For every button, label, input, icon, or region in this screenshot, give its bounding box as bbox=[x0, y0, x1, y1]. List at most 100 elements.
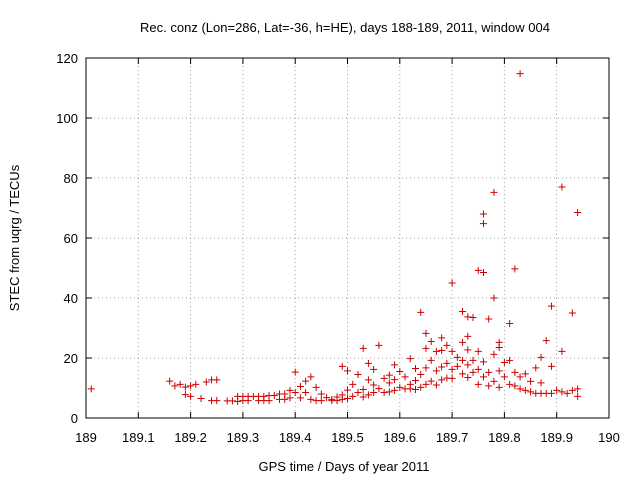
data-point bbox=[228, 397, 236, 405]
data-point bbox=[495, 383, 503, 391]
data-point bbox=[547, 362, 555, 370]
data-point bbox=[317, 390, 325, 398]
data-point bbox=[213, 376, 221, 384]
data-point bbox=[495, 344, 503, 351]
data-point bbox=[391, 386, 399, 394]
data-point bbox=[474, 365, 482, 373]
data-point bbox=[338, 395, 346, 403]
data-point bbox=[213, 397, 221, 405]
data-point bbox=[181, 391, 189, 399]
data-point bbox=[391, 361, 399, 369]
data-point bbox=[370, 389, 378, 396]
data-point bbox=[506, 320, 514, 327]
data-point bbox=[291, 389, 299, 396]
x-tick-label: 189.1 bbox=[122, 430, 155, 445]
y-tick-label: 80 bbox=[64, 171, 78, 186]
data-point bbox=[286, 394, 294, 402]
data-point bbox=[411, 386, 419, 393]
data-point bbox=[396, 368, 404, 375]
data-point bbox=[464, 374, 472, 381]
data-point bbox=[401, 373, 409, 381]
data-point bbox=[197, 395, 205, 402]
data-point bbox=[459, 338, 467, 346]
data-point bbox=[296, 394, 304, 402]
data-point bbox=[370, 381, 378, 389]
data-point bbox=[479, 210, 487, 218]
data-point bbox=[396, 383, 404, 391]
data-point bbox=[302, 377, 310, 385]
data-point bbox=[537, 353, 545, 361]
data-point bbox=[417, 308, 425, 316]
x-axis-label: GPS time / Days of year 2011 bbox=[259, 459, 430, 474]
data-point bbox=[344, 395, 351, 402]
data-point bbox=[521, 386, 529, 394]
data-point bbox=[406, 355, 414, 363]
data-point bbox=[485, 315, 493, 323]
data-point bbox=[506, 356, 514, 364]
data-point bbox=[375, 341, 383, 349]
data-point bbox=[527, 377, 535, 385]
x-tick-label: 189.5 bbox=[331, 430, 364, 445]
tick-layer: 189 189.1 189.2 189.3 189.4 189.5 189.6 189.7 18… bbox=[56, 51, 620, 445]
data-point bbox=[192, 380, 200, 388]
data-point bbox=[558, 347, 566, 355]
data-point bbox=[495, 367, 503, 375]
data-point bbox=[464, 332, 472, 340]
data-point bbox=[302, 389, 310, 396]
data-point bbox=[542, 337, 550, 345]
data-point bbox=[479, 269, 487, 276]
data-point bbox=[490, 294, 498, 302]
data-point bbox=[574, 209, 582, 216]
data-point bbox=[448, 365, 456, 373]
data-point bbox=[568, 386, 576, 394]
data-point bbox=[406, 385, 414, 393]
data-point bbox=[464, 361, 472, 369]
data-point bbox=[385, 379, 393, 387]
data-point bbox=[448, 374, 456, 382]
y-tick-label: 60 bbox=[64, 231, 78, 246]
data-point bbox=[291, 368, 299, 376]
data-point bbox=[417, 371, 425, 378]
x-tick-label: 189.3 bbox=[227, 430, 260, 445]
data-point bbox=[459, 356, 467, 364]
x-tick-label: 189.4 bbox=[279, 430, 312, 445]
x-tick-label: 189.6 bbox=[384, 430, 417, 445]
data-point bbox=[479, 358, 487, 366]
x-tick-label: 189.9 bbox=[540, 430, 573, 445]
data-point bbox=[490, 350, 498, 358]
data-point bbox=[359, 344, 367, 352]
data-point bbox=[234, 398, 242, 405]
data-point bbox=[359, 386, 367, 393]
data-point bbox=[443, 359, 451, 367]
data-point bbox=[547, 389, 555, 397]
data-point bbox=[296, 383, 304, 390]
data-point bbox=[317, 397, 325, 405]
data-point bbox=[171, 382, 179, 390]
data-point bbox=[202, 378, 210, 386]
data-point bbox=[87, 385, 95, 393]
data-point bbox=[432, 381, 440, 389]
data-point bbox=[344, 386, 351, 394]
data-point bbox=[270, 392, 278, 399]
data-point bbox=[516, 70, 524, 78]
data-point bbox=[286, 386, 294, 394]
data-point bbox=[187, 392, 195, 400]
data-point bbox=[344, 367, 351, 375]
y-tick-label: 0 bbox=[71, 411, 78, 426]
data-point bbox=[490, 377, 498, 385]
data-point bbox=[464, 346, 472, 354]
data-point bbox=[506, 380, 514, 388]
data-point bbox=[265, 397, 273, 405]
data-point bbox=[427, 377, 435, 385]
y-tick-label: 20 bbox=[64, 351, 78, 366]
data-point bbox=[547, 302, 555, 310]
data-point bbox=[364, 376, 372, 384]
data-point bbox=[448, 279, 456, 287]
x-tick-label: 189.7 bbox=[436, 430, 469, 445]
data-point bbox=[391, 376, 399, 384]
data-point bbox=[500, 373, 508, 381]
data-point bbox=[338, 362, 346, 370]
data-point bbox=[558, 388, 566, 396]
data-point bbox=[422, 364, 430, 372]
